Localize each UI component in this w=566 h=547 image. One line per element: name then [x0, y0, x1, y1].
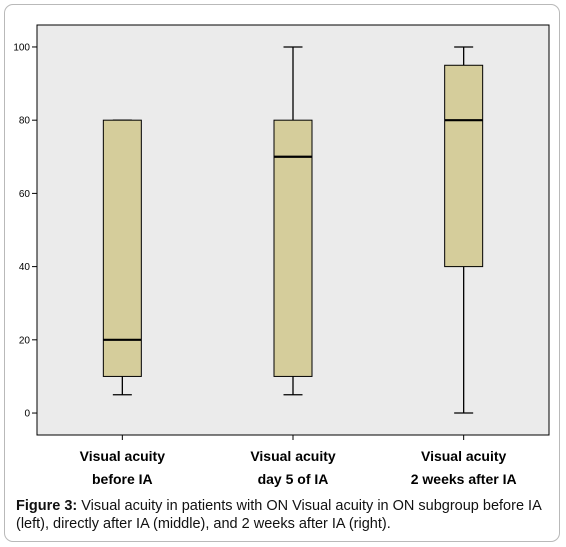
y-tick-label: 0: [24, 409, 30, 420]
x-category-label: day 5 of IA: [258, 471, 329, 487]
iqr-box: [273, 119, 313, 377]
y-tick-label: 40: [19, 262, 31, 273]
y-tick-label: 20: [19, 335, 31, 346]
iqr-box: [102, 119, 142, 377]
y-tick-label: 60: [19, 189, 31, 200]
y-tick-label: 80: [19, 116, 31, 127]
iqr-box: [444, 64, 484, 268]
x-category-label: before IA: [92, 471, 153, 487]
figure-caption: Figure 3: Visual acuity in patients with…: [16, 497, 552, 533]
x-category-label: 2 weeks after IA: [411, 471, 517, 487]
x-category-label: Visual acuity: [421, 448, 507, 464]
box-plot-chart: 0 20 40 60 80 100 Visual acuity before IA Visual…: [13, 24, 550, 487]
x-category-label: Visual acuity: [80, 448, 166, 464]
x-category-label: Visual acuity: [250, 448, 336, 464]
caption-text: Visual acuity in patients with ON Visual…: [16, 498, 541, 532]
caption-label: Figure 3:: [16, 498, 78, 514]
y-tick-label: 100: [13, 42, 30, 53]
